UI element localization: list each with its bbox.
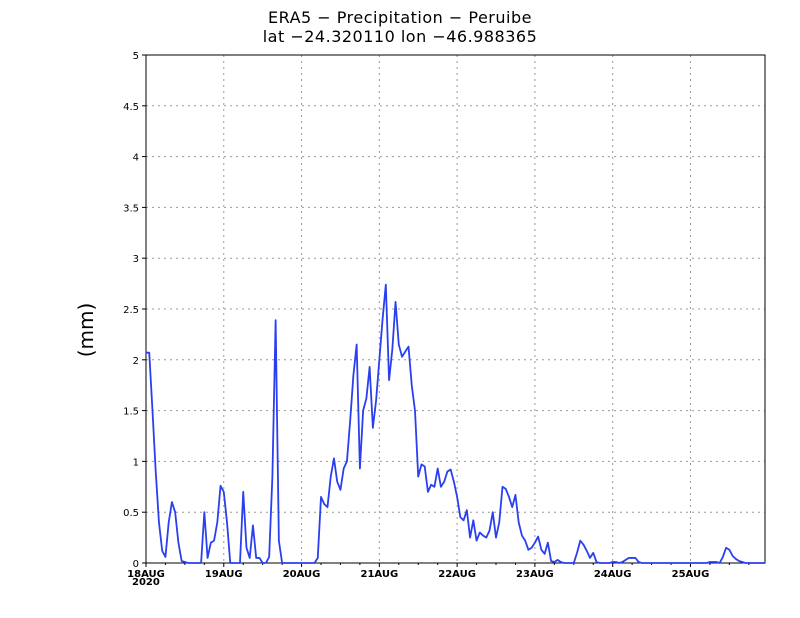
x-tick-label: 21AUG [360, 569, 398, 580]
y-tick-label: 0.5 [123, 508, 139, 519]
x-tick-label: 20AUG [283, 569, 321, 580]
x-axis-year-label: 2020 [132, 577, 160, 588]
y-tick-label: 3 [133, 254, 139, 265]
series-line-precipitation [146, 283, 765, 564]
x-tick-label: 23AUG [516, 569, 554, 580]
y-tick-label: 3.5 [123, 203, 139, 214]
y-tick-label: 4 [133, 153, 139, 164]
y-tick-label: 5 [133, 51, 139, 62]
chart-title: ERA5 − Precipitation − Peruibe [268, 8, 532, 27]
chart-subtitle: lat −24.320110 lon −46.988365 [262, 27, 538, 46]
x-tick-label: 25AUG [672, 569, 710, 580]
x-tick-label: 22AUG [438, 569, 476, 580]
y-tick-label: 2 [133, 356, 139, 367]
series-group [146, 283, 765, 564]
x-tick-label: 18AUG [127, 569, 165, 580]
grid-lines [146, 55, 765, 563]
y-tick-label: 2.5 [123, 305, 139, 316]
y-tick-label: 4.5 [123, 102, 139, 113]
axis-ticks: 0 0.5 1 1.5 2 2.5 3 3.5 4 4.5 5 18AUG 19AUG 20AUG 21AU… [123, 51, 750, 580]
y-tick-label: 1.5 [123, 407, 139, 418]
x-tick-label: 19AUG [205, 569, 243, 580]
y-tick-label: 1 [133, 457, 139, 468]
x-tick-label: 24AUG [594, 569, 632, 580]
y-tick-label: 0 [133, 559, 139, 570]
